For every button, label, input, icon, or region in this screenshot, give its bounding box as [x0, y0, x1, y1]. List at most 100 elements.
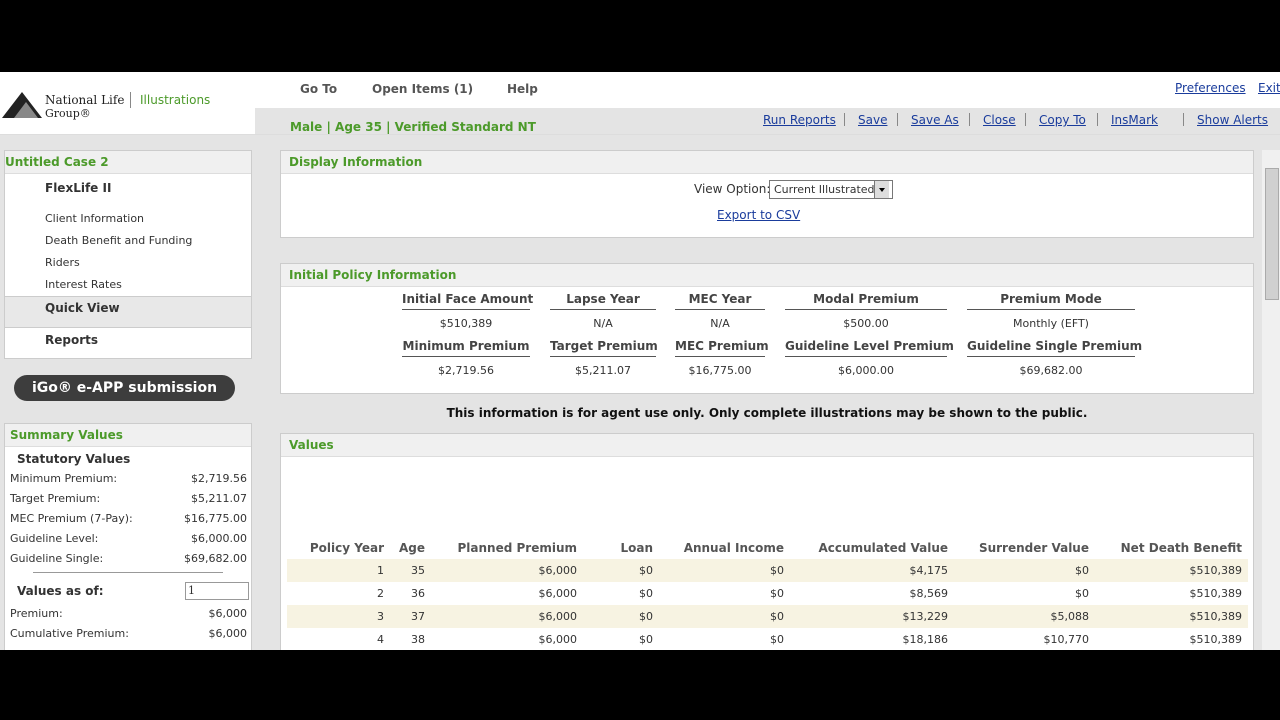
- value-value: $6,000: [208, 607, 248, 620]
- cell: $4,175: [790, 559, 954, 582]
- summary-panel: Summary Values Statutory Values Values a…: [4, 423, 252, 650]
- initial-panel: Initial Policy Information Initial Face …: [280, 263, 1254, 394]
- quick-view[interactable]: Quick View: [45, 301, 120, 315]
- top-link[interactable]: Exit: [1258, 81, 1280, 95]
- scroll-thumb[interactable]: [1265, 168, 1279, 300]
- column-header: Policy Year: [309, 540, 384, 555]
- select-arrow[interactable]: [874, 181, 889, 198]
- separator: [1025, 113, 1026, 126]
- stat-value: $69,682.00: [184, 552, 247, 565]
- view-option-label: View Option:: [694, 182, 771, 196]
- column-header: Age: [398, 540, 425, 555]
- cell: 37: [390, 605, 431, 628]
- cell: $6,000: [538, 633, 578, 646]
- menu-item[interactable]: Help: [507, 82, 538, 96]
- action-link[interactable]: Run Reports: [763, 113, 836, 127]
- action-link[interactable]: Save: [858, 113, 888, 127]
- value-value: $6,000: [208, 627, 248, 640]
- action-link[interactable]: Close: [983, 113, 1016, 127]
- case-title: Untitled Case 2: [5, 151, 251, 174]
- side-link[interactable]: Death Benefit and Funding: [45, 234, 193, 247]
- cell: $0: [954, 559, 1095, 582]
- stat-label: Guideline Level:: [10, 532, 99, 545]
- values-table: Policy Year Age Planned Premium Loan Annual …: [287, 536, 1248, 650]
- cell: $0: [639, 633, 653, 646]
- cell: $0: [659, 605, 790, 628]
- info-label: MEC Premium: [675, 339, 769, 357]
- stat-label: MEC Premium (7-Pay):: [10, 512, 133, 525]
- app: National Life Group® Illustrations Male …: [0, 72, 1280, 650]
- igo-button[interactable]: iGo® e-APP submission: [14, 375, 235, 401]
- quick-view-row: [5, 296, 251, 328]
- cell: $10,770: [1043, 633, 1090, 646]
- cell: 36: [411, 587, 425, 600]
- menu-item[interactable]: Open Items (1): [372, 82, 474, 96]
- logo-text: National Life: [45, 93, 125, 107]
- scrollbar[interactable]: [1262, 150, 1280, 650]
- column-header: Planned Premium: [457, 540, 577, 555]
- reports[interactable]: Reports: [45, 333, 99, 347]
- action-link[interactable]: InsMark: [1111, 113, 1158, 127]
- cell: $510,389: [1189, 587, 1243, 600]
- cell: $6,000: [431, 605, 583, 628]
- info-value: $69,682.00: [1019, 364, 1083, 377]
- top-link[interactable]: Preferences: [1175, 81, 1246, 95]
- values-title: Values: [281, 434, 1253, 457]
- cell: $6,000: [538, 587, 578, 600]
- cell: $510,389: [1095, 605, 1248, 628]
- cell: 4: [377, 633, 384, 646]
- cell: 35: [390, 559, 431, 582]
- cell: $0: [639, 587, 653, 600]
- table-row: 4 38 $6,000 $0 $0 $18,186 $10,770 $510,389: [287, 628, 1248, 650]
- value-label: Premium:: [10, 607, 63, 620]
- info-value: N/A: [593, 317, 613, 330]
- client-line: Male | Age 35 | Verified Standard NT: [290, 120, 536, 134]
- info-label: Guideline Single Premium: [967, 339, 1142, 357]
- rule: [33, 572, 223, 573]
- separator: [1183, 113, 1184, 126]
- action-link[interactable]: Save As: [911, 113, 959, 127]
- separator: [897, 113, 898, 126]
- side-link[interactable]: Riders: [45, 256, 80, 269]
- display-panel: Display Information View Option: Current…: [280, 150, 1254, 238]
- side-link[interactable]: Interest Rates: [45, 278, 122, 291]
- info-label: Lapse Year: [550, 292, 656, 310]
- cell: 2: [377, 587, 384, 600]
- value-label: Cumulative Premium:: [10, 627, 129, 640]
- cell: 3: [287, 605, 390, 628]
- info-value: $6,000.00: [838, 364, 894, 377]
- info-label: MEC Year: [675, 292, 765, 310]
- cell: $8,569: [909, 587, 949, 600]
- subheader-corner: [255, 108, 285, 134]
- stat-value: $16,775.00: [184, 512, 247, 525]
- initial-title: Initial Policy Information: [281, 264, 1253, 287]
- table-row: 3 37 $6,000 $0 $0 $13,229 $5,088 $510,389: [287, 605, 1248, 628]
- column-header: Net Death Benefit: [1120, 540, 1242, 555]
- display-title: Display Information: [281, 151, 1253, 174]
- action-link[interactable]: Copy To: [1039, 113, 1086, 127]
- cell: $13,229: [790, 605, 954, 628]
- stat-label: Guideline Single:: [10, 552, 104, 565]
- info-label: Modal Premium: [785, 292, 947, 310]
- cell: $0: [1075, 587, 1089, 600]
- side-link[interactable]: Client Information: [45, 212, 145, 225]
- info-value: Monthly (EFT): [1013, 317, 1089, 330]
- separator: [1097, 113, 1098, 126]
- product-title[interactable]: FlexLife II: [45, 181, 112, 195]
- logo-text: Group®: [45, 107, 91, 120]
- table-row: 2 36 $6,000 $0 $0 $8,569 $0 $510,389: [287, 582, 1248, 605]
- column-header: Surrender Value: [978, 540, 1089, 555]
- cell: $510,389: [1095, 559, 1248, 582]
- action-link[interactable]: Show Alerts: [1197, 113, 1269, 127]
- menu-item[interactable]: Go To: [300, 82, 338, 96]
- stat-value: $2,719.56: [191, 472, 247, 485]
- cell: $510,389: [1189, 633, 1243, 646]
- info-value: $510,389: [439, 317, 493, 330]
- view-option-select[interactable]: Current Illustrated: [769, 180, 893, 199]
- values-as-of-input[interactable]: 1: [185, 582, 249, 600]
- column-header: Loan: [620, 540, 653, 555]
- info-label: Minimum Premium: [402, 339, 530, 357]
- cell: $0: [770, 633, 784, 646]
- export-link[interactable]: Export to CSV: [717, 208, 801, 222]
- info-label: Initial Face Amount: [402, 292, 533, 310]
